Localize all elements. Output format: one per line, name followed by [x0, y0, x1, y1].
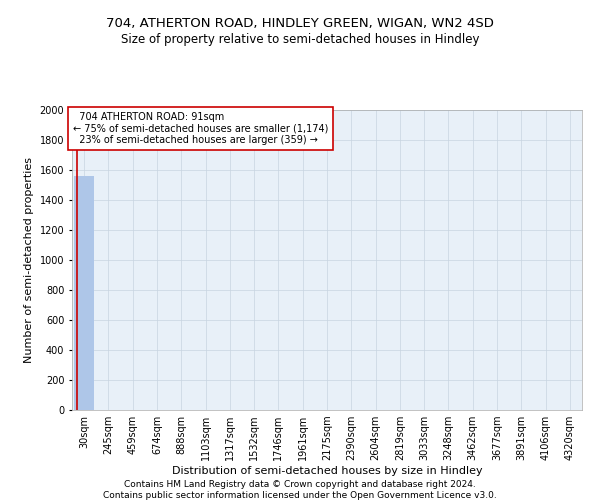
Text: 704 ATHERTON ROAD: 91sqm
← 75% of semi-detached houses are smaller (1,174)
  23%: 704 ATHERTON ROAD: 91sqm ← 75% of semi-d…: [73, 112, 328, 144]
Text: Size of property relative to semi-detached houses in Hindley: Size of property relative to semi-detach…: [121, 32, 479, 46]
Text: 704, ATHERTON ROAD, HINDLEY GREEN, WIGAN, WN2 4SD: 704, ATHERTON ROAD, HINDLEY GREEN, WIGAN…: [106, 18, 494, 30]
Bar: [74, 176, 94, 410]
Text: Contains HM Land Registry data © Crown copyright and database right 2024.: Contains HM Land Registry data © Crown c…: [124, 480, 476, 489]
Y-axis label: Number of semi-detached properties: Number of semi-detached properties: [24, 157, 34, 363]
Text: Contains public sector information licensed under the Open Government Licence v3: Contains public sector information licen…: [103, 491, 497, 500]
X-axis label: Distribution of semi-detached houses by size in Hindley: Distribution of semi-detached houses by …: [172, 466, 482, 476]
